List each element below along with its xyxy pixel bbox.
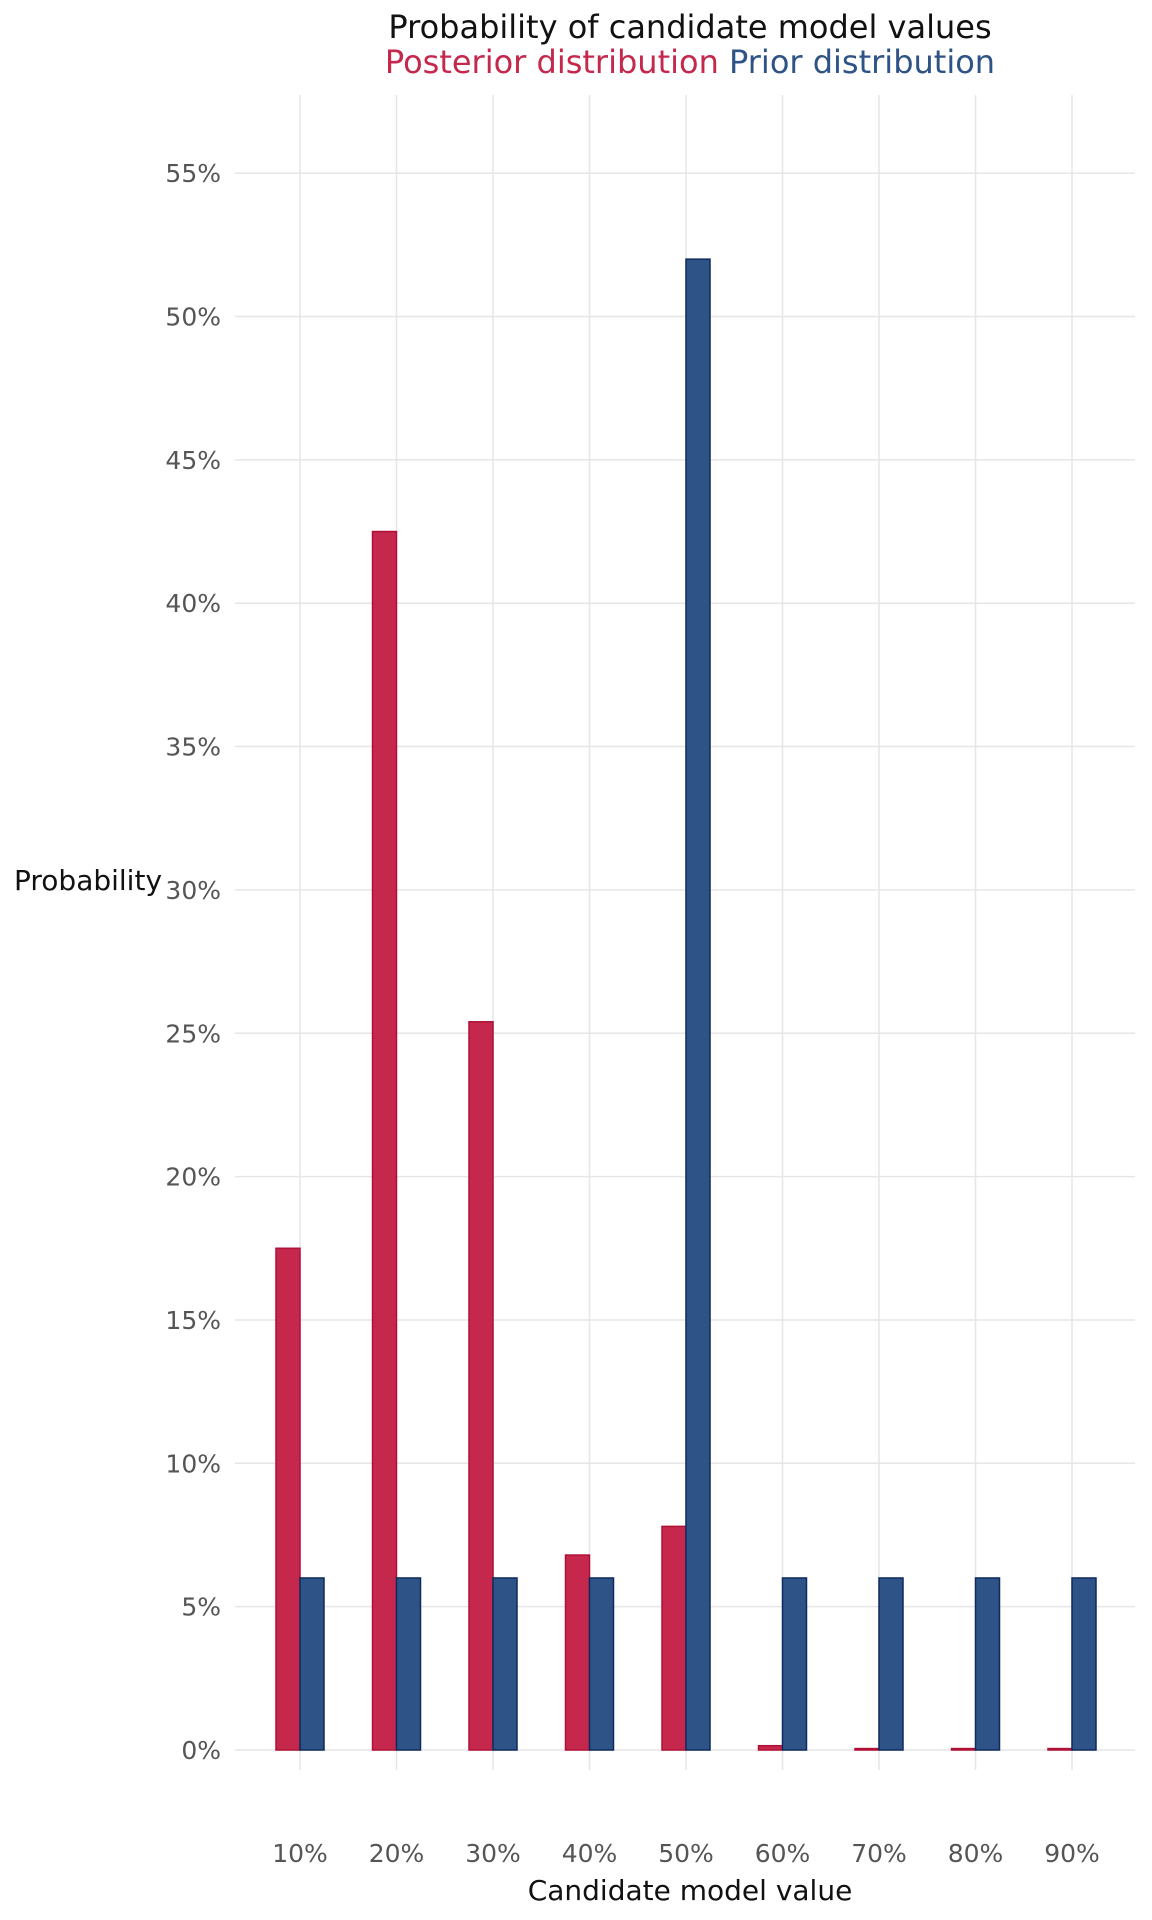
y-tick-label: 10% [165,1449,221,1478]
prior-bar-8 [974,1577,1001,1751]
x-tick-label: 80% [948,1839,1004,1868]
x-tick-label: 30% [465,1839,521,1868]
grid-layer [235,95,1135,1770]
y-tick-label: 5% [181,1593,221,1622]
x-tick-labels: 10% 20% 30% 40% 50% 60% 70% 80% 90% [272,1839,1100,1868]
y-tick-labels: 0% 5% 10% 15% 20% 25% 30% 35% 40% 45% 50% 55% [165,159,221,1765]
prior-bar-3 [492,1577,518,1751]
prior-bar-6 [781,1577,808,1751]
y-tick-label: 0% [181,1736,221,1765]
x-tick-label: 50% [658,1839,714,1868]
x-tick-label: 90% [1044,1839,1100,1868]
bar-layer [275,258,1097,1751]
legend: Posterior distribution Prior distributio… [385,43,995,81]
y-tick-label: 45% [165,446,221,475]
y-tick-label: 30% [165,876,221,905]
x-tick-label: 20% [369,1839,425,1868]
prior-bar-9 [1071,1577,1097,1751]
posterior-bar-7 [854,1747,880,1751]
legend-entry-prior: Prior distribution [729,43,995,81]
y-axis-label: Probability [14,864,162,897]
x-tick-label: 40% [562,1839,618,1868]
posterior-bar-1 [275,1247,301,1751]
x-tick-label: 70% [851,1839,907,1868]
prior-bar-2 [395,1577,422,1751]
posterior-bar-8 [950,1747,977,1751]
y-tick-label: 15% [165,1306,221,1335]
legend-entry-posterior: Posterior distribution [385,43,719,81]
y-tick-label: 40% [165,589,221,618]
prior-bar-4 [588,1577,615,1751]
x-tick-label: 60% [755,1839,811,1868]
posterior-bar-3 [468,1021,494,1751]
chart-title: Probability of candidate model values [388,8,991,46]
y-tick-label: 20% [165,1163,221,1192]
posterior-bar-5 [661,1525,687,1751]
y-tick-label: 25% [165,1019,221,1048]
y-tick-label: 50% [165,303,221,332]
x-axis-label: Candidate model value [528,1874,853,1907]
posterior-bar-2 [371,530,398,1751]
prior-bar-1 [299,1577,325,1751]
posterior-bar-9 [1047,1747,1073,1751]
prior-bar-7 [878,1577,904,1751]
x-tick-label: 10% [272,1839,328,1868]
y-tick-label: 35% [165,733,221,762]
posterior-bar-6 [757,1744,784,1751]
prior-bar-5 [685,258,711,1751]
posterior-bar-4 [564,1554,591,1751]
y-tick-label: 55% [165,159,221,188]
